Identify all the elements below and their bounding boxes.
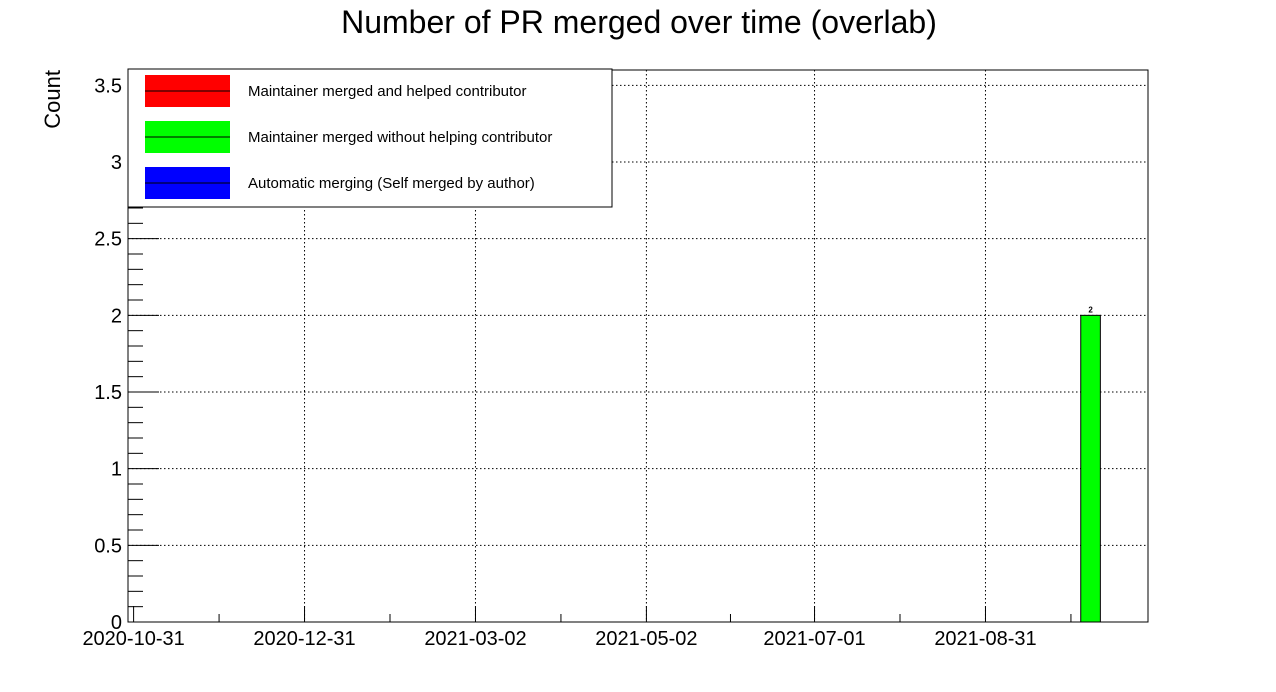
x-tick-label: 2021-03-02: [424, 628, 526, 650]
y-axis-label: Count: [40, 70, 65, 129]
y-tick-label: 2: [111, 305, 122, 327]
x-tick-label: 2021-05-02: [595, 628, 697, 650]
legend-entry: Automatic merging (Self merged by author…: [248, 175, 535, 192]
y-tick-label: 3: [111, 152, 122, 174]
y-tick-label: 2.5: [94, 229, 122, 251]
legend-entry: Maintainer merged without helping contri…: [248, 129, 552, 146]
y-tick-label: 1.5: [94, 382, 122, 404]
y-tick-label: 1: [111, 459, 122, 481]
x-tick-label: 2021-07-01: [763, 628, 865, 650]
legend-entry: Maintainer merged and helped contributor: [248, 83, 527, 100]
x-tick-label: 2020-12-31: [253, 628, 355, 650]
x-tick-label: 2020-10-31: [82, 628, 184, 650]
axes: 0 0.5 1 1.5 2 2.5 3 3.5 2020-10-31 2020-12-31 2021…: [82, 69, 1072, 650]
y-tick-label: 0: [111, 612, 122, 634]
bars: 2: [1080, 305, 1101, 623]
y-tick-label: 3.5: [94, 75, 122, 97]
y-tick-label: 0.5: [94, 535, 122, 557]
bar: [1080, 314, 1101, 623]
legend: Maintainer merged and helped contributor…: [127, 68, 613, 208]
x-tick-label: 2021-08-31: [934, 628, 1036, 650]
chart-title: Number of PR merged over time (overlab): [341, 4, 937, 40]
bar-data-label: 2: [1088, 305, 1093, 314]
